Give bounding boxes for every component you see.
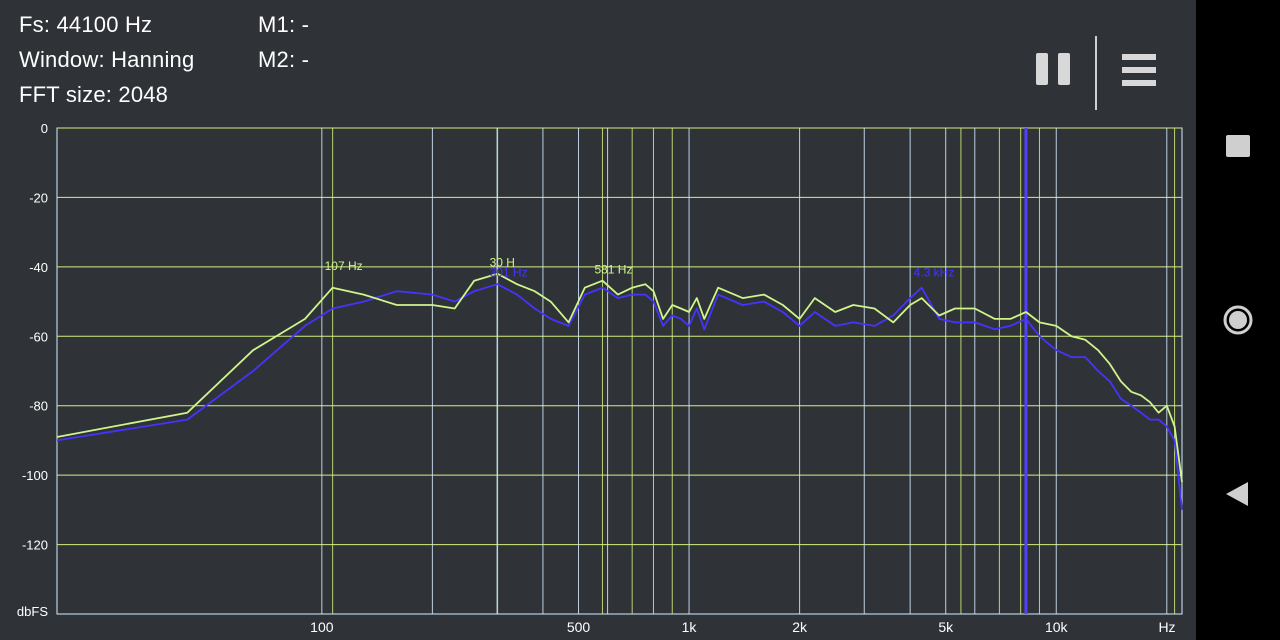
spectrum-analyzer-app: Fs: 44100 Hz Window: Hanning FFT size: 2…	[0, 12, 1196, 640]
menu-button[interactable]	[1118, 50, 1160, 90]
x-axis-label: Hz	[1158, 619, 1175, 635]
plot-frame	[56, 127, 1183, 615]
y-tick-label: -100	[22, 468, 48, 483]
spectrum-plot[interactable]: 0 -20 -40 -60 -80 -100 -120 dbFS 100 500 1k 2k 5k 10k…	[0, 120, 1196, 640]
y-tick-label: -20	[29, 190, 48, 205]
android-navigation-bar	[1196, 0, 1280, 640]
fft-size-label: FFT size: 2048	[19, 82, 169, 107]
sample-rate-label: Fs: 44100 Hz	[19, 12, 153, 37]
y-tick-label: -120	[22, 538, 48, 553]
peak-label-blue: 4.3 kHz	[914, 266, 955, 280]
recents-button[interactable]	[1218, 126, 1258, 166]
circle-icon	[1223, 305, 1253, 335]
pause-button[interactable]	[1030, 48, 1076, 92]
y-tick-label: -40	[29, 260, 48, 275]
y-axis-label: dbFS	[17, 604, 48, 619]
window-label: Window: Hanning	[19, 47, 195, 72]
marker-1-label: M1: -	[258, 12, 310, 37]
x-tick-label: 100	[310, 619, 334, 635]
x-tick-label: 1k	[682, 619, 698, 635]
back-triangle-icon	[1226, 482, 1248, 506]
square-icon	[1226, 135, 1250, 157]
y-tick-label: -80	[29, 399, 48, 414]
toolbar-divider	[1095, 36, 1097, 110]
y-tick-label: -60	[29, 329, 48, 344]
x-tick-label: 10k	[1045, 619, 1069, 635]
x-tick-label: 500	[567, 619, 591, 635]
back-button[interactable]	[1218, 474, 1258, 514]
spectrum-line-green	[56, 272, 1183, 483]
peak-label-green: 30 H	[490, 255, 515, 269]
marker-2-label: M2: -	[258, 47, 310, 72]
y-tick-label: 0	[41, 121, 48, 136]
home-button[interactable]	[1218, 300, 1258, 340]
peak-label-green: 581 Hz	[594, 262, 632, 276]
peak-label-green: 107 Hz	[325, 259, 363, 273]
x-tick-label: 2k	[792, 619, 808, 635]
peak-label-blue: 301 Hz	[490, 266, 528, 280]
x-tick-label: 5k	[938, 619, 954, 635]
spectrum-line-blue	[56, 283, 1183, 510]
